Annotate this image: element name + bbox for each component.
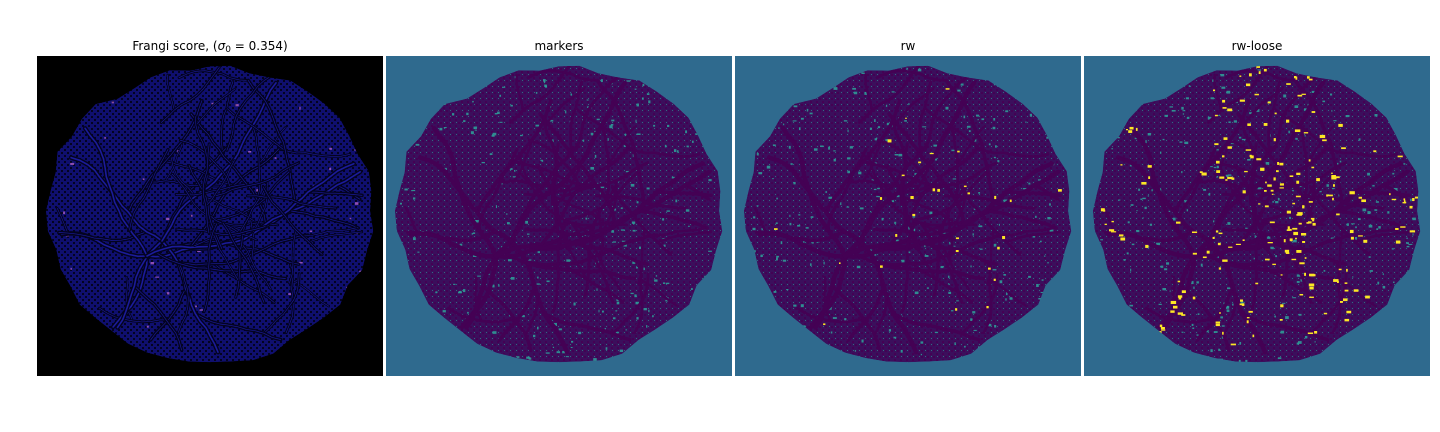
markers-image-svg: [386, 56, 732, 376]
rw-loose-image-svg: [1084, 56, 1430, 376]
rw-image-svg: [735, 56, 1081, 376]
markers-image: [386, 56, 732, 376]
rw-image: [735, 56, 1081, 376]
retina-disc: [394, 65, 723, 363]
retina-disc: [1092, 65, 1421, 363]
panel-title-rw-loose: rw-loose: [1231, 39, 1283, 53]
panel-title-rw: rw: [900, 39, 916, 53]
panel-frangi: Frangi score, (σ0 = 0.354): [37, 36, 383, 376]
panel-rw-loose: rw-loose: [1084, 36, 1430, 376]
panel-title-markers: markers: [534, 39, 584, 53]
frangi-image: [37, 56, 383, 376]
panel-markers: markers: [386, 36, 732, 376]
panel-rw: rw: [735, 36, 1081, 376]
panel-title-frangi: Frangi score, (σ0 = 0.354): [132, 39, 288, 55]
rw-loose-image: [1084, 56, 1430, 376]
frangi-image-svg: [37, 56, 383, 376]
retina-disc: [45, 65, 374, 363]
retina-disc: [743, 65, 1072, 363]
